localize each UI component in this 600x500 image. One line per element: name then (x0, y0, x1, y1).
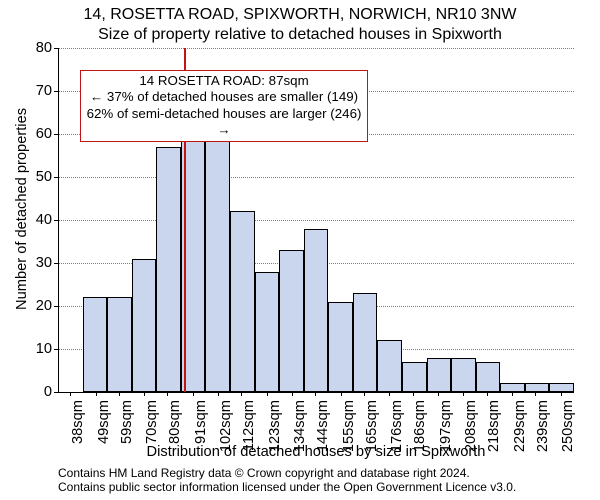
y-tick-label: 30 (36, 255, 52, 271)
histogram-bar (83, 297, 108, 392)
histogram-bar (304, 229, 329, 392)
annotation-box: 14 ROSETTA ROAD: 87sqm← 37% of detached … (80, 70, 368, 143)
histogram-bar (107, 297, 132, 392)
x-tick-label: 70sqm (144, 400, 160, 444)
histogram-bar (255, 272, 280, 392)
histogram-bar (132, 259, 157, 392)
histogram-bar (451, 358, 476, 392)
plot-area: 0102030405060708038sqm49sqm59sqm70sqm80s… (58, 48, 574, 392)
y-tick-label: 10 (36, 341, 52, 357)
histogram-bar (328, 302, 353, 392)
x-tick-label: 59sqm (119, 400, 135, 444)
histogram-bar (205, 104, 230, 392)
gridline (58, 220, 574, 221)
y-tick-label: 0 (44, 384, 52, 400)
annotation-line1: 14 ROSETTA ROAD: 87sqm (85, 73, 363, 90)
y-tick-label: 40 (36, 212, 52, 228)
x-tick-label: 38sqm (70, 400, 86, 444)
y-tick-label: 20 (36, 298, 52, 314)
histogram-bar (377, 340, 402, 392)
histogram-bar (549, 383, 574, 392)
attribution-text: Contains HM Land Registry data © Crown c… (58, 466, 516, 494)
y-tick-label: 50 (36, 169, 52, 185)
title-line1: 14, ROSETTA ROAD, SPIXWORTH, NORWICH, NR… (0, 6, 600, 24)
y-axis-line (58, 48, 59, 392)
chart-root: 14, ROSETTA ROAD, SPIXWORTH, NORWICH, NR… (0, 6, 600, 500)
x-axis-line (58, 392, 574, 393)
title-line2: Size of property relative to detached ho… (0, 26, 600, 44)
x-tick-label: 49sqm (96, 400, 112, 444)
gridline (58, 48, 574, 49)
gridline (58, 177, 574, 178)
title-block: 14, ROSETTA ROAD, SPIXWORTH, NORWICH, NR… (0, 6, 600, 44)
y-tick-label: 80 (36, 40, 52, 56)
histogram-bar (279, 250, 304, 392)
x-tick-label: 91sqm (193, 400, 209, 444)
histogram-bar (476, 362, 501, 392)
x-axis-label: Distribution of detached houses by size … (58, 444, 574, 460)
histogram-bar (230, 211, 255, 392)
annotation-line2: ← 37% of detached houses are smaller (14… (85, 89, 363, 106)
histogram-bar (525, 383, 550, 392)
x-tick-label: 80sqm (167, 400, 183, 444)
histogram-bar (156, 147, 181, 392)
y-tick-label: 60 (36, 126, 52, 142)
y-axis-label: Number of detached properties (14, 108, 30, 310)
annotation-line3: 62% of semi-detached houses are larger (… (85, 106, 363, 139)
histogram-bar (427, 358, 452, 392)
histogram-bar (402, 362, 427, 392)
y-tick-label: 70 (36, 83, 52, 99)
histogram-bar (353, 293, 378, 392)
histogram-bar (500, 383, 525, 392)
